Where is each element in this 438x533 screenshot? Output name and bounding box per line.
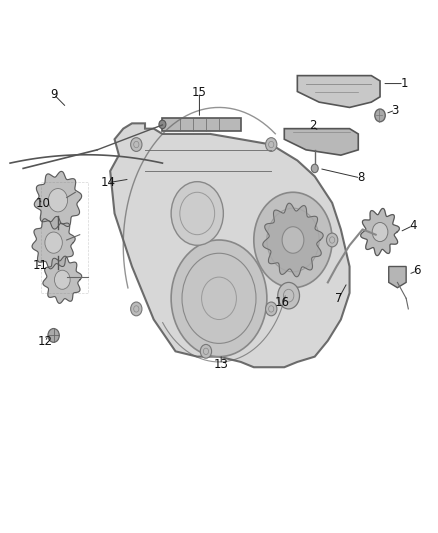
Circle shape [278,282,300,309]
Circle shape [131,302,142,316]
Polygon shape [284,128,358,155]
Text: 2: 2 [309,119,316,133]
Text: 16: 16 [275,296,290,309]
Circle shape [45,232,62,253]
Circle shape [311,164,318,173]
Circle shape [48,328,59,342]
Polygon shape [32,216,75,269]
Circle shape [282,227,304,253]
Text: 8: 8 [357,172,364,184]
Circle shape [200,344,212,358]
Polygon shape [389,266,406,288]
Text: 12: 12 [37,335,53,348]
Polygon shape [162,118,241,131]
Polygon shape [297,76,380,108]
Circle shape [372,222,388,241]
Circle shape [54,270,70,289]
Polygon shape [360,208,399,256]
Text: 6: 6 [413,264,421,277]
Circle shape [131,138,142,151]
Polygon shape [34,172,81,229]
Polygon shape [110,123,350,367]
Text: 1: 1 [400,77,408,90]
Text: 11: 11 [33,259,48,272]
Text: 14: 14 [100,176,116,189]
Circle shape [171,182,223,245]
Circle shape [265,138,277,151]
Text: 4: 4 [409,219,417,232]
Circle shape [326,233,338,247]
Text: 13: 13 [214,358,229,371]
Text: 10: 10 [35,197,50,211]
Text: 3: 3 [392,103,399,117]
Circle shape [265,302,277,316]
Polygon shape [43,256,81,303]
Circle shape [254,192,332,288]
Circle shape [159,120,166,128]
Circle shape [375,109,385,122]
Text: 15: 15 [192,86,207,99]
Text: 7: 7 [335,292,343,305]
Circle shape [171,240,267,357]
Circle shape [48,189,67,212]
Polygon shape [263,203,323,277]
Text: 9: 9 [50,87,57,101]
